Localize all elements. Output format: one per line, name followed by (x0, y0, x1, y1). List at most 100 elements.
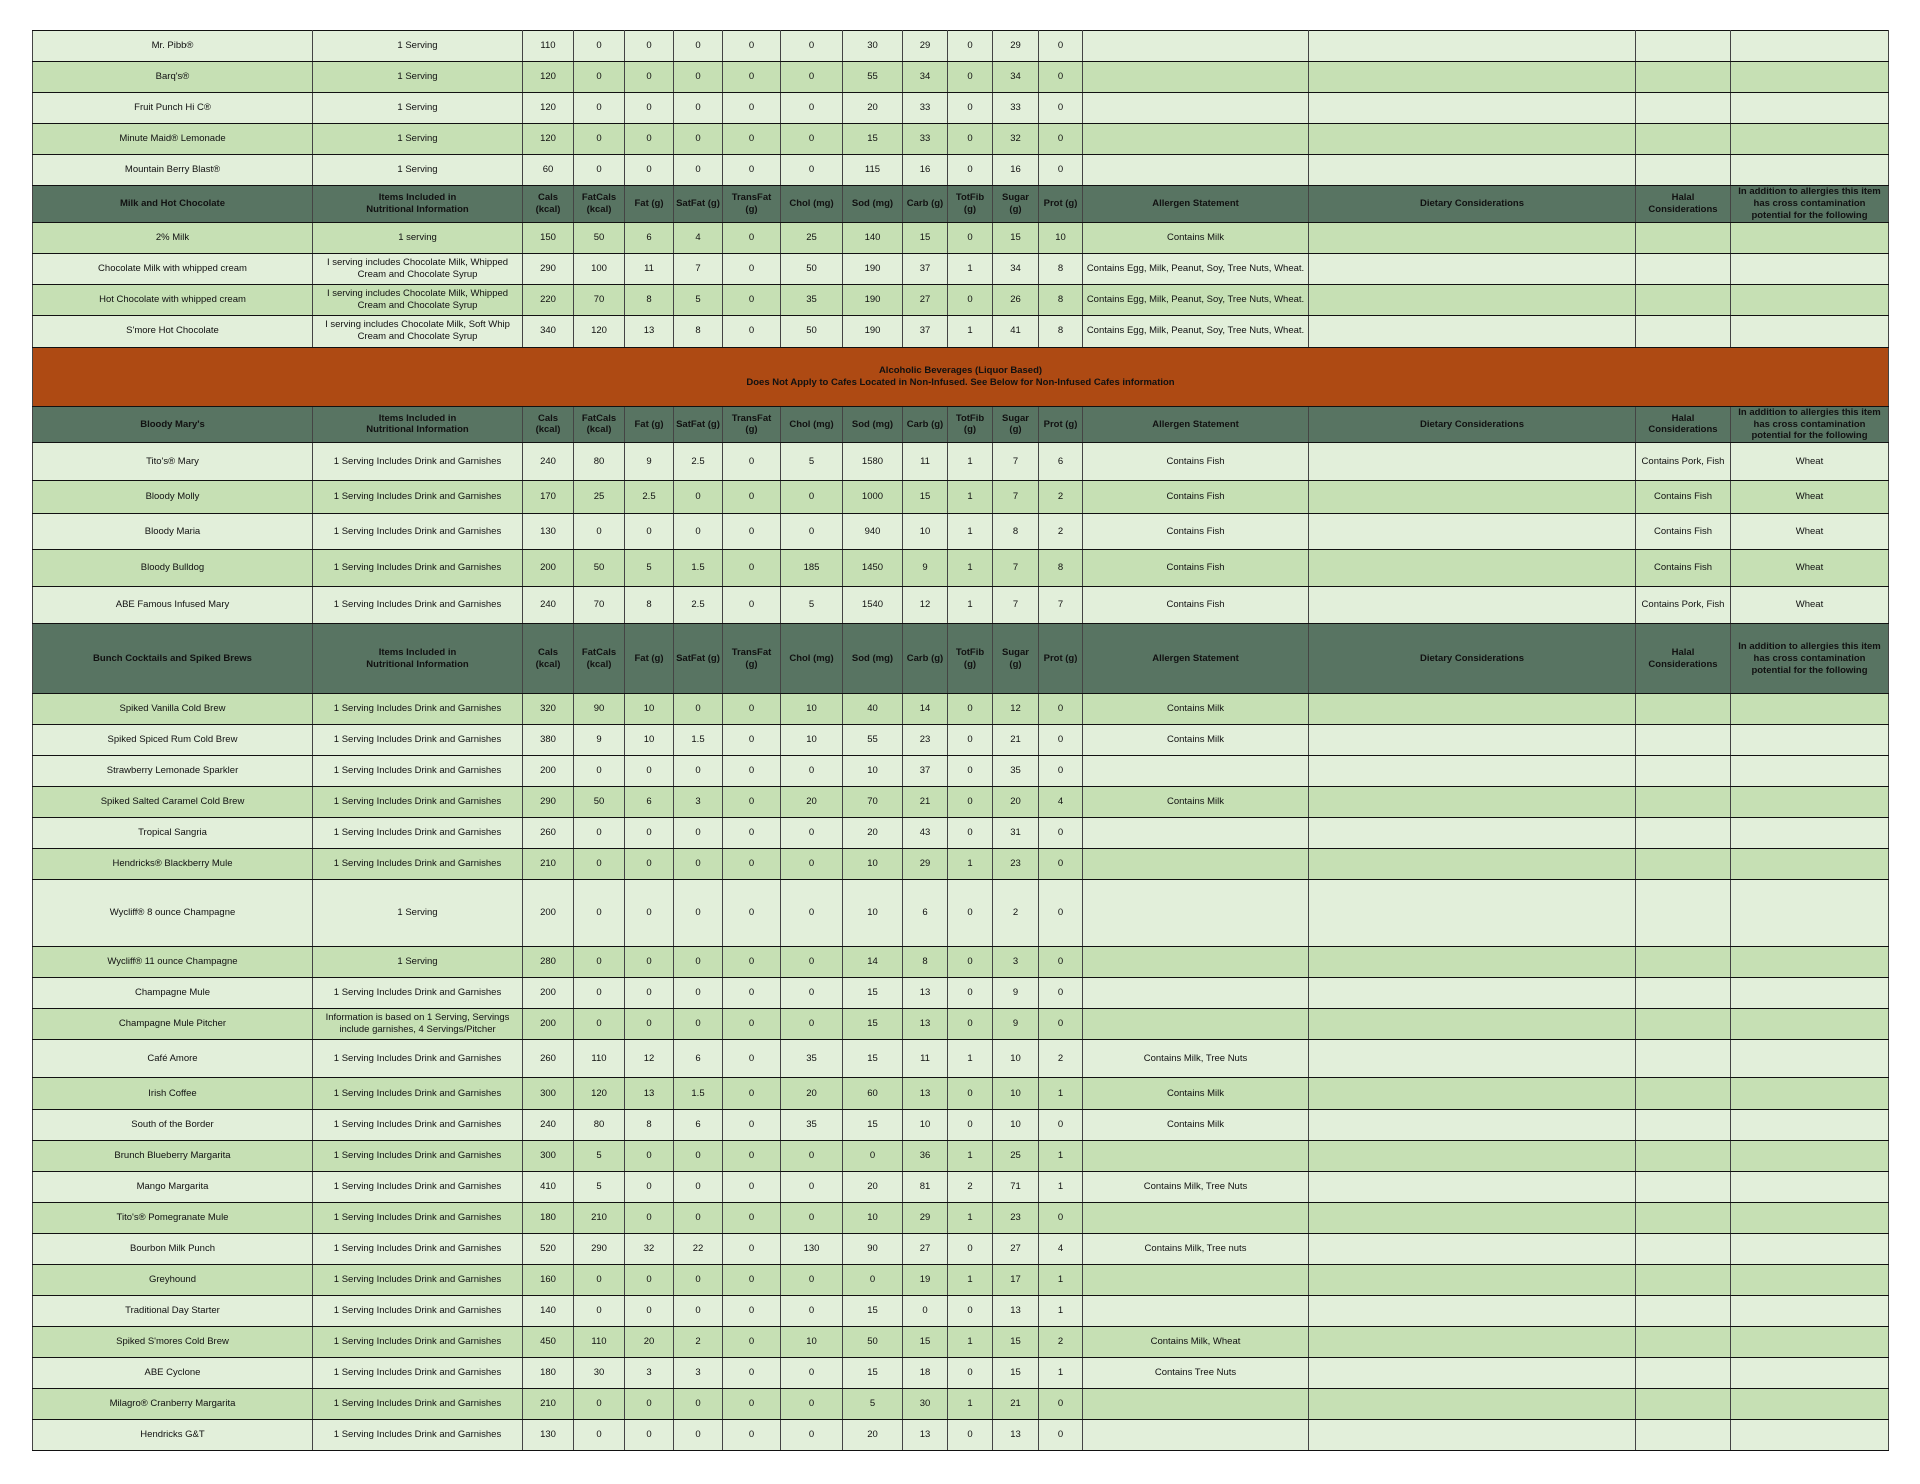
cell-fat: 0 (624, 1388, 674, 1421)
header-protein: Prot (g) (1038, 185, 1083, 223)
cell-dietary-considerations (1308, 1419, 1636, 1452)
cell-sodium: 10 (842, 755, 903, 788)
cell-cholesterol: 0 (780, 1171, 843, 1204)
cell-dietary-considerations (1308, 1140, 1636, 1173)
cell-carbohydrates: 23 (902, 724, 948, 757)
table-row: Bloody Molly 1 Serving Includes Drink and… (32, 480, 1889, 515)
cell-carbohydrates: 9 (902, 549, 948, 588)
cell-fat-calories: 30 (573, 1357, 625, 1390)
cell-fat-calories: 0 (573, 513, 625, 551)
table-row: ABE Famous Infused Mary 1 Serving Include… (32, 586, 1889, 625)
table-row: Greyhound 1 Serving Includes Drink and Ga… (32, 1264, 1889, 1297)
cell-trans-fat: 0 (722, 879, 781, 948)
cell-fat-calories: 5 (573, 1171, 625, 1204)
cell-items-included: 1 Serving (312, 879, 523, 948)
header-halal-considerations: Halal Considerations (1635, 185, 1731, 223)
cell-cross-contamination: Wheat (1730, 586, 1889, 625)
cell-sodium: 20 (842, 1419, 903, 1452)
cell-sodium: 20 (842, 817, 903, 850)
cell-cholesterol: 0 (780, 1264, 843, 1297)
cell-items-included: 1 Serving Includes Drink and Garnishes (312, 1109, 523, 1142)
cell-sodium: 1000 (842, 480, 903, 515)
header-items-included: Items Included in Nutritional Informatio… (312, 185, 523, 223)
cell-sugar: 26 (992, 283, 1039, 316)
header-item-name: Bloody Mary's (32, 405, 313, 444)
cell-fat-calories: 9 (573, 724, 625, 757)
cell-trans-fat: 0 (722, 1233, 781, 1266)
cell-cross-contamination (1730, 123, 1889, 155)
table-row: Bourbon Milk Punch 1 Serving Includes Dri… (32, 1233, 1889, 1266)
cell-cholesterol: 5 (780, 586, 843, 625)
cell-cross-contamination (1730, 946, 1889, 979)
cell-halal-considerations: Contains Fish (1635, 480, 1731, 515)
cell-trans-fat: 0 (722, 61, 781, 93)
cell-sugar: 12 (992, 693, 1039, 726)
cell-calories: 300 (522, 1140, 574, 1173)
cell-halal-considerations (1635, 221, 1731, 254)
cell-cholesterol: 0 (780, 1419, 843, 1452)
cell-carbohydrates: 29 (902, 1202, 948, 1235)
cell-cholesterol: 0 (780, 480, 843, 515)
header-sodium: Sod (mg) (842, 623, 903, 695)
cell-protein: 2 (1038, 513, 1083, 551)
cell-item-name: S'more Hot Chocolate (32, 314, 313, 348)
cell-fat: 8 (624, 586, 674, 625)
cell-sugar: 2 (992, 879, 1039, 948)
cell-allergen-statement (1082, 1419, 1309, 1452)
cell-fat-calories: 290 (573, 1233, 625, 1266)
cell-saturated-fat: 8 (673, 314, 723, 348)
cell-total-fiber: 1 (947, 480, 993, 515)
cell-protein: 0 (1038, 755, 1083, 788)
cell-fat-calories: 0 (573, 92, 625, 124)
table-row: Barq's® 1 Serving 120 0 0 0 0 0 55 34 0 34 0 (32, 61, 1889, 93)
cell-trans-fat: 0 (722, 1109, 781, 1142)
cell-saturated-fat: 0 (673, 1264, 723, 1297)
cell-cross-contamination (1730, 693, 1889, 726)
table-row: Spiked S'mores Cold Brew 1 Serving Includ… (32, 1326, 1889, 1359)
cell-carbohydrates: 29 (902, 848, 948, 881)
cell-items-included: 1 Serving Includes Drink and Garnishes (312, 1388, 523, 1421)
cell-dietary-considerations (1308, 1326, 1636, 1359)
cell-cross-contamination (1730, 1388, 1889, 1421)
cell-cross-contamination (1730, 848, 1889, 881)
cell-halal-considerations (1635, 252, 1731, 285)
table-row: Champagne Mule 1 Serving Includes Drink a… (32, 977, 1889, 1010)
cell-sodium: 40 (842, 693, 903, 726)
cell-allergen-statement (1082, 879, 1309, 948)
cell-carbohydrates: 11 (902, 1039, 948, 1079)
cell-allergen-statement: Contains Milk (1082, 786, 1309, 819)
cell-calories: 280 (522, 946, 574, 979)
cell-fat-calories: 0 (573, 1008, 625, 1041)
header-dietary-considerations: Dietary Considerations (1308, 623, 1636, 695)
cell-halal-considerations (1635, 1326, 1731, 1359)
cell-cross-contamination (1730, 879, 1889, 948)
cell-sugar: 29 (992, 30, 1039, 62)
cell-allergen-statement (1082, 1295, 1309, 1328)
cell-sodium: 30 (842, 30, 903, 62)
cell-sugar: 71 (992, 1171, 1039, 1204)
cell-trans-fat: 0 (722, 786, 781, 819)
cell-halal-considerations: Contains Pork, Fish (1635, 586, 1731, 625)
cell-total-fiber: 1 (947, 513, 993, 551)
cell-saturated-fat: 0 (673, 513, 723, 551)
cell-sugar: 10 (992, 1077, 1039, 1111)
cell-items-included: I serving includes Chocolate Milk, Whipp… (312, 283, 523, 316)
cell-cholesterol: 50 (780, 314, 843, 348)
cell-dietary-considerations (1308, 586, 1636, 625)
cell-cross-contamination (1730, 1233, 1889, 1266)
cell-item-name: Minute Maid® Lemonade (32, 123, 313, 155)
cell-saturated-fat: 0 (673, 946, 723, 979)
cell-trans-fat: 0 (722, 755, 781, 788)
cell-saturated-fat: 4 (673, 221, 723, 254)
cell-halal-considerations (1635, 977, 1731, 1010)
header-carbohydrates: Carb (g) (902, 405, 948, 444)
cell-fat: 6 (624, 786, 674, 819)
cell-cholesterol: 0 (780, 513, 843, 551)
cell-fat: 0 (624, 1008, 674, 1041)
cell-dietary-considerations (1308, 30, 1636, 62)
cell-protein: 6 (1038, 442, 1083, 482)
cell-protein: 0 (1038, 1419, 1083, 1452)
cell-calories: 200 (522, 977, 574, 1010)
cell-dietary-considerations (1308, 1039, 1636, 1079)
cell-sodium: 0 (842, 1140, 903, 1173)
